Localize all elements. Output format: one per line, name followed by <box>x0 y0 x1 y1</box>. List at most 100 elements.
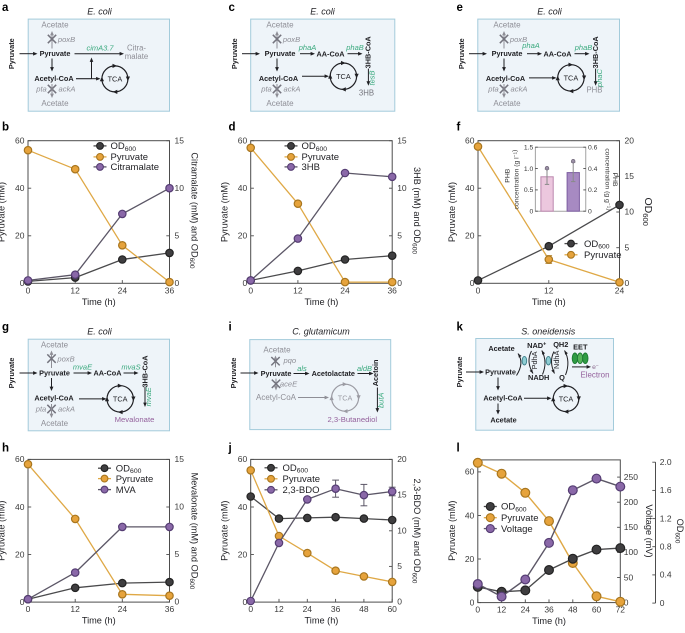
svg-text:Pyruvate: Pyruvate <box>455 357 464 388</box>
svg-text:Acetate: Acetate <box>490 415 516 424</box>
svg-text:TCA: TCA <box>108 75 123 84</box>
svg-text:Acetate: Acetate <box>266 99 294 108</box>
svg-text:Citra-: Citra- <box>127 44 146 53</box>
svg-text:phaB: phaB <box>345 43 364 52</box>
svg-text:Acetate: Acetate <box>41 99 69 108</box>
svg-text:phaA: phaA <box>521 41 540 50</box>
svg-text:200: 200 <box>624 497 638 507</box>
svg-text:PHB: PHB <box>505 168 512 182</box>
svg-text:Pyruvate: Pyruvate <box>501 513 539 524</box>
svg-text:g: g <box>2 322 9 334</box>
svg-text:E. coli: E. coli <box>87 327 113 337</box>
svg-text:50: 50 <box>624 572 634 582</box>
svg-text:Voltage: Voltage <box>501 524 533 535</box>
svg-text:15: 15 <box>175 454 185 464</box>
svg-text:40: 40 <box>238 502 248 512</box>
svg-text:Q: Q <box>559 373 565 382</box>
svg-text:Time (h): Time (h) <box>305 297 339 307</box>
svg-text:0: 0 <box>470 597 475 607</box>
svg-text:h: h <box>2 443 9 455</box>
svg-text:0.8: 0.8 <box>660 542 672 552</box>
svg-text:Acetate: Acetate <box>41 419 69 428</box>
svg-text:0: 0 <box>20 278 25 288</box>
svg-text:1.6: 1.6 <box>660 485 672 495</box>
svg-text:AA-CoA: AA-CoA <box>544 49 573 58</box>
svg-text:100: 100 <box>624 547 638 557</box>
svg-text:pqo: pqo <box>282 356 296 365</box>
svg-text:20: 20 <box>465 231 475 241</box>
svg-text:OD600: OD600 <box>116 463 142 475</box>
svg-text:j: j <box>228 443 232 455</box>
svg-text:mvaE: mvaE <box>73 363 93 372</box>
svg-text:36: 36 <box>544 605 554 615</box>
svg-text:60: 60 <box>238 454 248 464</box>
svg-text:Pyruvate: Pyruvate <box>261 369 292 378</box>
svg-text:aldB: aldB <box>357 364 372 373</box>
svg-text:2.0: 2.0 <box>660 457 672 467</box>
svg-text:5: 5 <box>397 561 402 571</box>
svg-text:0.5: 0.5 <box>524 187 534 194</box>
svg-text:3HB: 3HB <box>302 162 320 173</box>
svg-text:60: 60 <box>465 467 475 477</box>
svg-text:10: 10 <box>625 207 635 217</box>
svg-text:2,3-BDO: 2,3-BDO <box>283 485 320 496</box>
svg-text:phaA: phaA <box>298 43 317 52</box>
svg-text:5: 5 <box>175 549 180 559</box>
svg-text:Pyruvate: Pyruvate <box>283 474 321 485</box>
svg-text:60: 60 <box>592 605 602 615</box>
svg-text:Pyruvate: Pyruvate <box>39 369 70 378</box>
svg-text:24: 24 <box>340 285 350 295</box>
svg-text:Pyruvate: Pyruvate <box>485 367 516 376</box>
svg-text:60: 60 <box>465 136 475 146</box>
svg-text:24: 24 <box>615 285 625 295</box>
svg-text:2,3-BDO (mM) and OD600: 2,3-BDO (mM) and OD600 <box>410 479 422 584</box>
svg-text:Time (h): Time (h) <box>82 616 116 626</box>
svg-text:l: l <box>457 443 460 455</box>
svg-text:pta: pta <box>35 85 47 94</box>
svg-text:24: 24 <box>521 605 531 615</box>
svg-text:NAD+: NAD+ <box>527 341 546 350</box>
svg-text:Acetate: Acetate <box>41 341 69 350</box>
svg-text:Pyruvate: Pyruvate <box>265 49 296 58</box>
svg-text:TCA: TCA <box>338 393 353 402</box>
svg-text:1.5: 1.5 <box>524 145 534 152</box>
svg-text:Citramalate: Citramalate <box>111 162 160 173</box>
svg-text:Acetate: Acetate <box>41 21 69 30</box>
svg-text:poxB: poxB <box>509 35 527 44</box>
svg-text:20: 20 <box>397 454 407 464</box>
svg-text:ackA: ackA <box>511 85 528 94</box>
svg-text:3HB-CoA: 3HB-CoA <box>591 36 600 69</box>
svg-text:Mevalonate (mM) and OD600: Mevalonate (mM) and OD600 <box>188 473 200 590</box>
svg-text:Time (h): Time (h) <box>82 297 116 307</box>
svg-text:0: 0 <box>26 285 31 295</box>
svg-text:5: 5 <box>397 230 402 240</box>
svg-text:0: 0 <box>242 597 247 607</box>
svg-text:0: 0 <box>397 278 402 288</box>
svg-text:k: k <box>457 322 464 334</box>
svg-text:mvaE: mvaE <box>144 386 153 406</box>
svg-text:e−: e− <box>592 363 599 371</box>
svg-text:20: 20 <box>625 135 635 145</box>
svg-text:12: 12 <box>293 285 303 295</box>
svg-text:15: 15 <box>175 135 185 145</box>
svg-text:OD600: OD600 <box>501 502 527 514</box>
svg-text:0: 0 <box>175 278 180 288</box>
svg-text:2,3-Butanediol: 2,3-Butanediol <box>328 415 378 424</box>
svg-text:OD600: OD600 <box>673 519 685 544</box>
svg-text:mvaS: mvaS <box>121 363 140 372</box>
svg-text:TCA: TCA <box>113 395 128 404</box>
svg-text:Acetyl-CoA: Acetyl-CoA <box>34 394 74 403</box>
svg-text:EET: EET <box>573 343 588 352</box>
svg-text:TCA: TCA <box>336 72 351 81</box>
svg-text:phaB: phaB <box>574 43 593 52</box>
svg-text:a: a <box>2 2 9 14</box>
svg-text:E. coli: E. coli <box>310 7 336 17</box>
svg-text:ackA: ackA <box>59 85 76 94</box>
svg-text:36: 36 <box>165 604 175 614</box>
svg-text:0: 0 <box>248 285 253 295</box>
svg-text:Acetolactate: Acetolactate <box>312 369 355 378</box>
svg-text:40: 40 <box>15 183 25 193</box>
svg-text:Mevalonate: Mevalonate <box>115 415 155 424</box>
svg-text:Time (h): Time (h) <box>532 297 566 307</box>
svg-text:TCA: TCA <box>564 74 579 83</box>
